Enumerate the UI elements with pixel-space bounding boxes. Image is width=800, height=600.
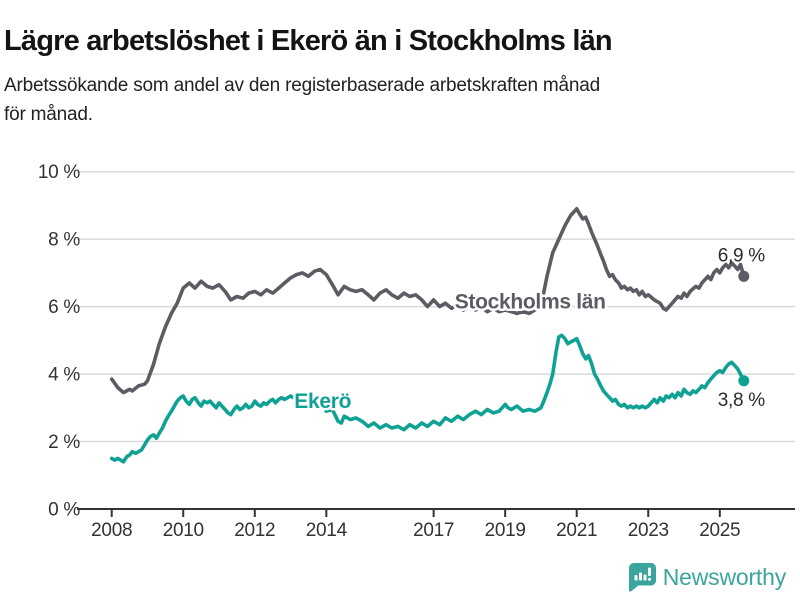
subtitle-line-2: för månad.	[4, 104, 93, 126]
x-tick-label-2012: 2012	[234, 520, 275, 541]
y-tick-label-2: 2 %	[48, 432, 80, 453]
x-tick-label-2023: 2023	[628, 520, 669, 541]
x-tick-label-2014: 2014	[306, 520, 348, 541]
logo-bar-3	[643, 574, 647, 581]
x-tick-label-2017: 2017	[413, 520, 454, 541]
series-line-eker-	[109, 333, 746, 464]
y-tick-label-4: 4 %	[48, 365, 80, 386]
page-title: Lägre arbetslöshet i Ekerö än i Stockhol…	[4, 25, 613, 58]
brand-name: Newsworthy	[662, 564, 786, 590]
newsworthy-brand: Newsworthy	[628, 563, 786, 592]
subtitle-line-1: Arbetssökande som andel av den registerb…	[4, 75, 601, 96]
y-tick-label-10: 10 %	[38, 162, 81, 183]
logo-bubble	[628, 563, 656, 592]
series-line-stockholms-l-n	[109, 207, 746, 395]
series-label-stockholms-l-n: Stockholms län	[455, 291, 606, 314]
y-tick-label-8: 8 %	[48, 230, 80, 251]
chart-subtitle: Arbetssökande som andel av den registerb…	[4, 71, 600, 130]
series-end-value-stockholms-l-n: 6,9 %	[718, 245, 765, 266]
logo-exclamation-bar	[647, 567, 651, 576]
y-tick-label-6: 6 %	[48, 297, 80, 318]
series-end-dot-eker-	[738, 375, 750, 387]
x-tick-label-2021: 2021	[556, 520, 597, 541]
series-end-dot-stockholms-l-n	[738, 270, 750, 282]
logo-bar-2	[638, 572, 642, 581]
x-tick-label-2019: 2019	[485, 520, 526, 541]
logo-bar-1	[634, 575, 638, 581]
x-tick-label-2008: 2008	[91, 520, 132, 541]
newsworthy-logo-icon	[628, 563, 656, 592]
series-end-value-eker-: 3,8 %	[718, 390, 765, 411]
logo-exclamation-dot	[647, 578, 651, 581]
x-tick-label-2025: 2025	[699, 520, 740, 541]
series-label-eker-: Ekerö	[294, 390, 351, 413]
y-tick-label-0: 0 %	[48, 500, 80, 521]
x-tick-label-2010: 2010	[163, 520, 204, 541]
